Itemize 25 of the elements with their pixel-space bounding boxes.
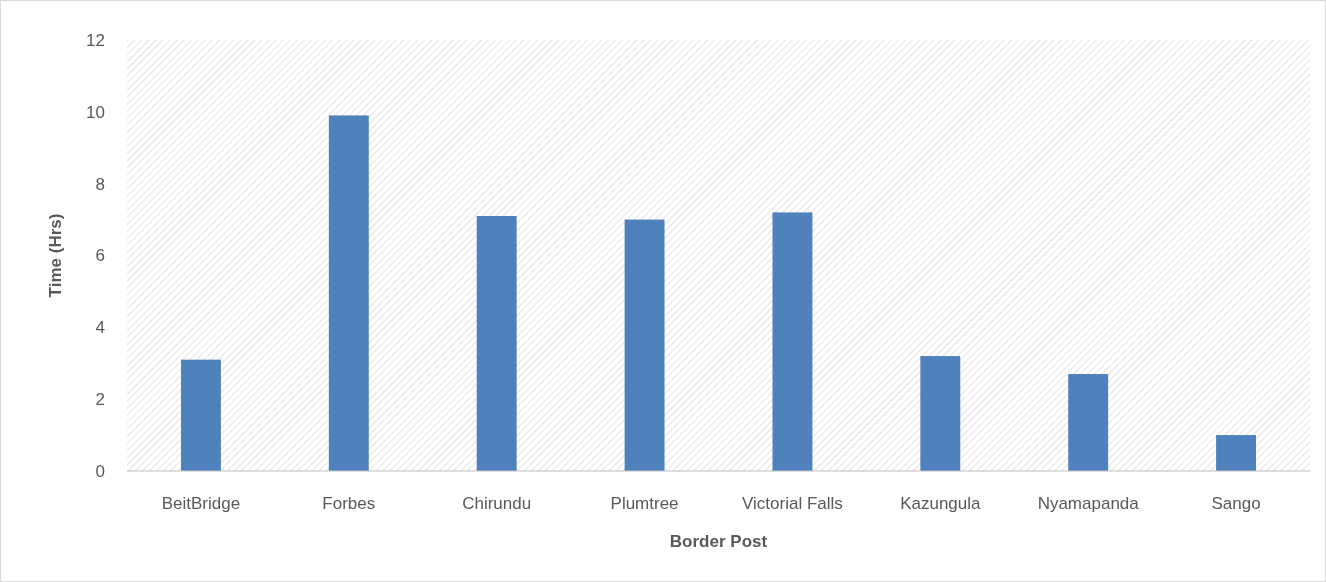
y-tick-label: 10 <box>86 102 105 122</box>
bar <box>180 359 221 471</box>
x-tick-label: BeitBridge <box>161 494 241 513</box>
x-axis-title: Border Post <box>669 532 768 551</box>
x-tick-label: Chirundu <box>462 494 532 513</box>
bar <box>624 219 665 471</box>
y-tick-label: 4 <box>95 318 105 338</box>
bar <box>920 356 961 471</box>
bar <box>1216 435 1257 471</box>
x-tick-label: Nyamapanda <box>1037 494 1140 513</box>
y-axis-title: Time (Hrs) <box>46 213 65 298</box>
x-tick-label: Plumtree <box>610 494 679 513</box>
x-tick-label: Sango <box>1211 494 1261 513</box>
x-tick-label: Victorial Falls <box>742 494 843 513</box>
y-tick-label: 0 <box>95 461 105 481</box>
bar <box>1068 374 1109 471</box>
y-tick-label: 6 <box>95 246 105 266</box>
x-tick-label: Forbes <box>322 494 376 513</box>
bar <box>328 115 369 471</box>
bar <box>772 212 813 471</box>
y-tick-label: 12 <box>86 30 105 50</box>
bar <box>476 215 517 471</box>
y-tick-label: 2 <box>95 390 105 410</box>
x-tick-label: Kazungula <box>900 494 982 513</box>
y-tick-label: 8 <box>95 174 105 194</box>
